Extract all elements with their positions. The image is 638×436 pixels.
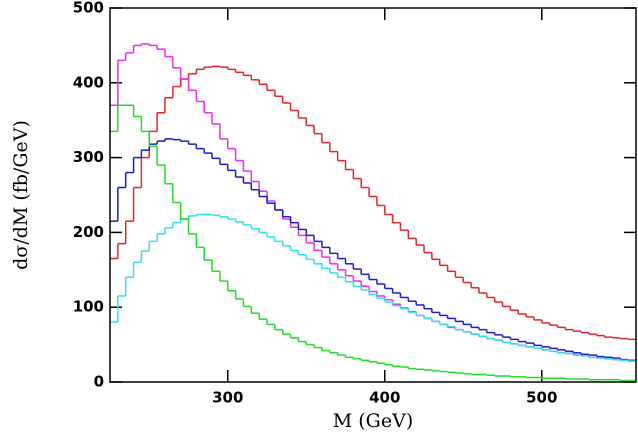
y-tick-label: 500 [73, 0, 104, 17]
x-axis-label: M (GeV) [333, 410, 413, 432]
y-tick-label: 100 [73, 298, 104, 316]
x-tick-label: 500 [526, 389, 557, 407]
y-tick-label: 0 [94, 373, 104, 391]
x-tick-label: 300 [212, 389, 243, 407]
y-tick-label: 200 [73, 223, 104, 241]
plot-frame [109, 7, 637, 383]
y-tick-label: 400 [73, 73, 104, 91]
y-tick-label: 300 [73, 148, 104, 166]
x-tick-label: 400 [369, 389, 400, 407]
y-axis-label: dσ/dM (fb/GeV) [10, 120, 32, 270]
